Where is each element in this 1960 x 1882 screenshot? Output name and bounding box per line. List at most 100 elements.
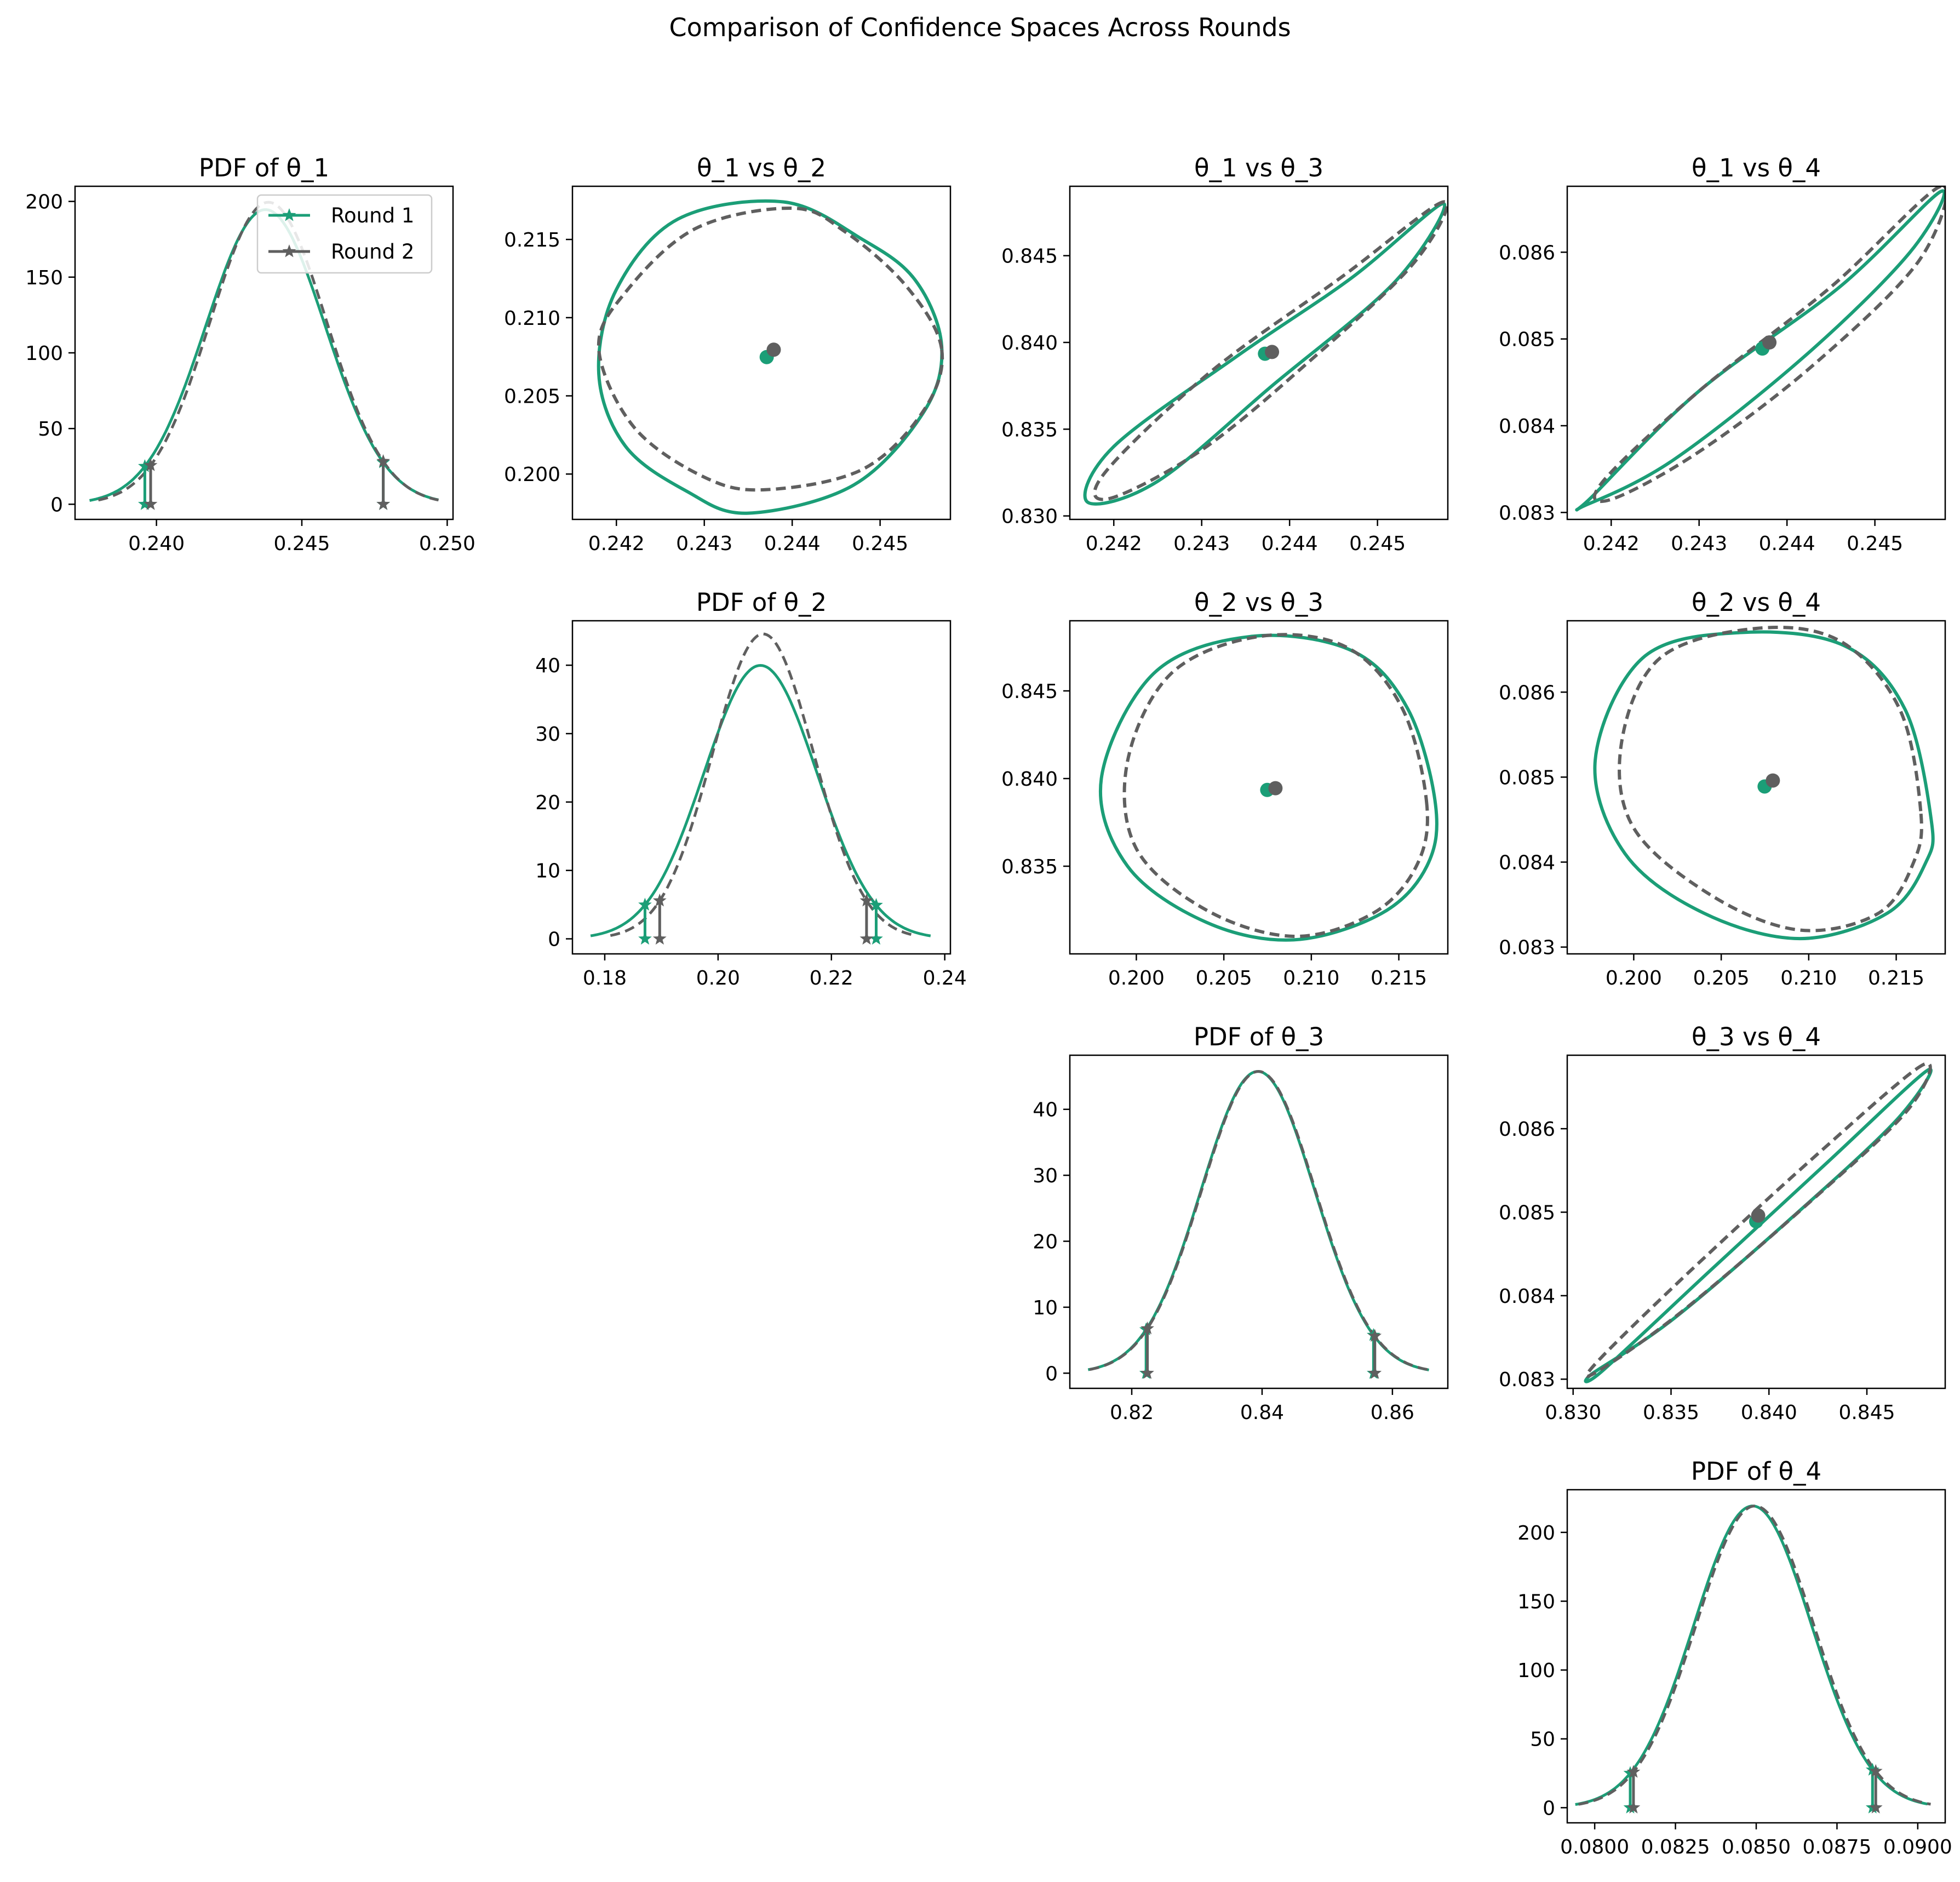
panel-title: PDF of θ_4 xyxy=(1691,1457,1821,1486)
ci-star-top-series-2 xyxy=(652,893,667,907)
confidence-ellipse-series-1 xyxy=(1575,189,1945,512)
legend-marker-round2 xyxy=(282,244,296,258)
ci-star-top-series-2 xyxy=(376,454,390,467)
y-tick-label: 20 xyxy=(535,792,560,814)
y-tick-label: 0.086 xyxy=(1499,242,1555,264)
ci-star-bottom-series-2 xyxy=(652,931,667,945)
x-tick-label: 0.840 xyxy=(1741,1402,1797,1424)
x-tick-label: 0.0850 xyxy=(1722,1836,1791,1858)
ci-star-bottom-series-2 xyxy=(859,931,874,945)
x-tick-label: 0.245 xyxy=(273,533,330,555)
x-tick-label: 0.200 xyxy=(1108,967,1165,989)
y-tick-label: 10 xyxy=(535,860,560,883)
x-tick-label: 0.240 xyxy=(128,533,185,555)
x-tick-label: 0.0800 xyxy=(1560,1836,1629,1858)
x-tick-label: 0.243 xyxy=(1671,533,1727,555)
panel-title: θ_1 vs θ_4 xyxy=(1692,153,1821,182)
x-tick-label: 0.242 xyxy=(588,533,645,555)
y-tick-label: 30 xyxy=(1033,1165,1058,1187)
panel-title: θ_1 vs θ_2 xyxy=(697,153,826,182)
panel-frame xyxy=(1069,185,1449,520)
y-tick-label: 200 xyxy=(1517,1522,1555,1545)
y-tick-label: 0.210 xyxy=(504,307,560,330)
panel-title: PDF of θ_2 xyxy=(696,588,827,617)
confidence-ellipse-series-2 xyxy=(1585,1062,1932,1378)
confidence-ellipse-series-2 xyxy=(1122,633,1429,939)
y-tick-label: 0 xyxy=(1543,1797,1555,1820)
y-tick-label: 0.840 xyxy=(1001,332,1058,354)
x-tick-label: 0.244 xyxy=(764,533,821,555)
confidence-ellipse-series-1 xyxy=(1083,202,1447,506)
y-tick-label: 0.084 xyxy=(1499,415,1555,438)
x-tick-label: 0.0875 xyxy=(1802,1836,1871,1858)
ci-star-top-series-1 xyxy=(138,459,152,472)
x-tick-label: 0.245 xyxy=(1847,533,1903,555)
ci-star-bottom-series-2 xyxy=(1626,1800,1641,1814)
panel-frame xyxy=(571,185,952,520)
x-tick-label: 0.82 xyxy=(1110,1402,1154,1424)
x-tick-label: 0.200 xyxy=(1606,967,1662,989)
y-tick-label: 0 xyxy=(548,929,560,951)
x-tick-label: 0.243 xyxy=(1173,533,1230,555)
panel-e13: θ_1 vs θ_3 0.242 0.243 0.244 0.245 0.830 0.835… xyxy=(1001,153,1449,555)
ci-star-bottom-series-1 xyxy=(138,497,152,510)
y-tick-label: 0.084 xyxy=(1499,1285,1555,1308)
y-tick-label: 40 xyxy=(535,655,560,677)
confidence-ellipse-series-1 xyxy=(597,199,944,515)
y-tick-label: 50 xyxy=(1530,1729,1555,1751)
x-tick-label: 0.22 xyxy=(810,967,853,989)
panel-e14: θ_1 vs θ_4 0.242 0.243 0.244 0.245 0.083 0.084… xyxy=(1499,153,1946,555)
panel-data xyxy=(1584,1062,1933,1383)
y-tick-label: 0.840 xyxy=(1001,768,1058,791)
panels: PDF of θ_10.240 0.245 0.250050100150200θ_1… xyxy=(25,153,1952,1858)
y-tick-label: 0.083 xyxy=(1499,502,1555,524)
y-tick-label: 0.845 xyxy=(1001,245,1058,268)
x-tick-label: 0.245 xyxy=(1349,533,1406,555)
y-tick-label: 0.845 xyxy=(1001,680,1058,703)
panel-frame xyxy=(1566,620,1946,955)
y-tick-label: 20 xyxy=(1033,1231,1058,1254)
y-tick-label: 0.086 xyxy=(1499,682,1555,704)
panel-e12: θ_1 vs θ_2 0.242 0.243 0.244 0.245 0.200 0.205… xyxy=(504,153,952,555)
panel-e34: θ_3 vs θ_4 0.830 0.835 0.840 0.845 0.083 0.084… xyxy=(1499,1022,1946,1424)
center-point-series-2 xyxy=(766,342,781,357)
center-point-series-2 xyxy=(1762,335,1777,350)
y-tick-label: 0.085 xyxy=(1499,1202,1555,1224)
x-tick-label: 0.243 xyxy=(676,533,732,555)
y-tick-label: 0.085 xyxy=(1499,329,1555,351)
y-tick-label: 30 xyxy=(535,723,560,746)
y-tick-label: 0.215 xyxy=(504,229,560,251)
y-tick-label: 0.205 xyxy=(504,385,560,408)
y-tick-label: 150 xyxy=(25,267,63,289)
x-tick-label: 0.245 xyxy=(852,533,908,555)
confidence-ellipse-series-2 xyxy=(597,206,944,492)
panel-data xyxy=(1083,200,1448,506)
panel-data xyxy=(1098,633,1439,942)
x-tick-label: 0.835 xyxy=(1643,1402,1699,1424)
center-point-series-2 xyxy=(1268,781,1283,796)
x-tick-label: 0.205 xyxy=(1693,967,1750,989)
y-tick-label: 10 xyxy=(1033,1297,1058,1319)
y-tick-label: 200 xyxy=(25,191,63,214)
y-tick-label: 100 xyxy=(25,342,63,365)
x-tick-label: 0.86 xyxy=(1371,1402,1414,1424)
panel-title: PDF of θ_1 xyxy=(199,153,329,182)
y-tick-label: 100 xyxy=(1517,1660,1555,1682)
panel-title: θ_3 vs θ_4 xyxy=(1692,1022,1821,1051)
x-tick-label: 0.242 xyxy=(1086,533,1142,555)
ci-star-bottom-series-2 xyxy=(376,497,390,510)
confidence-ellipse-series-2 xyxy=(1618,625,1923,933)
x-tick-label: 0.242 xyxy=(1583,533,1640,555)
y-tick-label: 0.083 xyxy=(1499,1369,1555,1391)
y-tick-label: 0 xyxy=(1045,1363,1058,1385)
panel-frame xyxy=(1069,1054,1449,1389)
suptitle: Comparison of Confidence Spaces Across R… xyxy=(669,13,1291,42)
x-tick-label: 0.250 xyxy=(419,533,475,555)
panel-title: PDF of θ_3 xyxy=(1194,1022,1324,1051)
x-tick-label: 0.215 xyxy=(1868,967,1924,989)
ci-star-bottom-series-1 xyxy=(869,931,883,945)
panel-data xyxy=(1575,186,1945,512)
panel-data xyxy=(1593,625,1935,941)
